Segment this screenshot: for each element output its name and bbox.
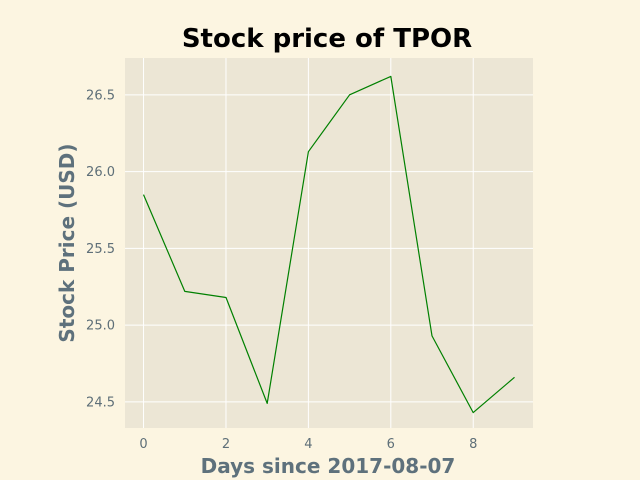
y-tick-label: 26.5 [86, 88, 115, 103]
series-layer [142, 75, 515, 414]
x-axis-label: Days since 2017-08-07 [201, 454, 456, 478]
plot-area [125, 58, 533, 428]
series-line [142, 75, 515, 414]
x-tick-label: 8 [469, 437, 477, 452]
grid-lines [125, 58, 533, 428]
chart-title: Stock price of TPOR [182, 24, 472, 54]
y-tick-label: 25.5 [86, 242, 115, 257]
x-tick-label: 2 [222, 437, 230, 452]
x-tick-label: 0 [139, 437, 147, 452]
y-tick-label: 24.5 [86, 395, 115, 410]
y-tick-label: 25.0 [86, 319, 115, 334]
y-tick-label: 26.0 [86, 165, 115, 180]
x-tick-label: 6 [387, 437, 395, 452]
y-axis-label: Stock Price (USD) [55, 143, 79, 342]
tick-labels: 0 2 4 6 8 24.5 25.0 25.5 26.0 26.5 [86, 88, 477, 452]
x-tick-label: 4 [304, 437, 312, 452]
